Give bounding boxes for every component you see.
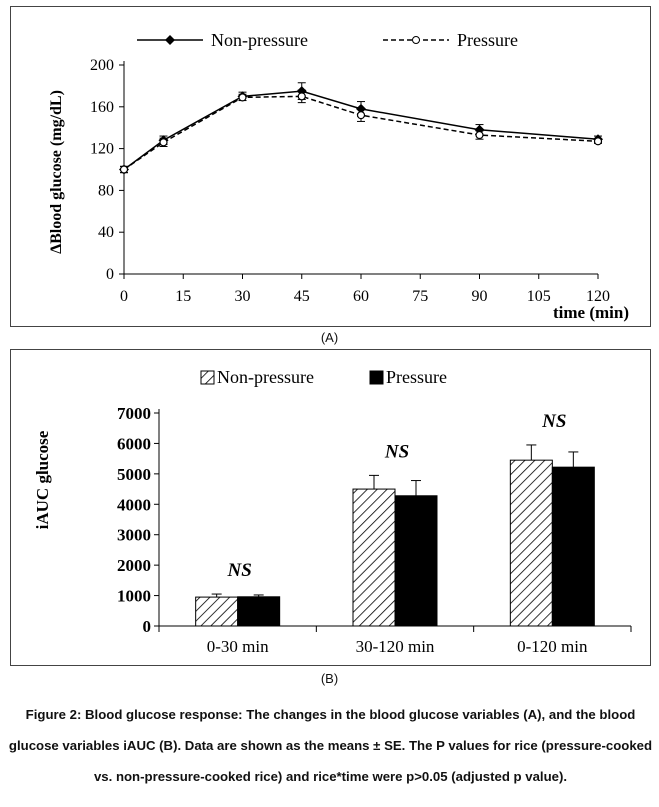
x-tick-label: 30 <box>235 288 251 305</box>
ns-annotation: NS <box>227 560 252 581</box>
y-tick-label: 0 <box>143 617 152 636</box>
legend-label: Pressure <box>386 367 447 387</box>
x-tick-label: 30-120 min <box>356 637 435 656</box>
y-axis-label: iAUC glucose <box>33 430 52 529</box>
y-tick-label: 6000 <box>117 434 151 453</box>
data-point-pressure <box>119 165 129 174</box>
data-point-nonpressure <box>474 124 485 135</box>
y-tick-label: 1000 <box>117 587 151 606</box>
y-axis-label: ΔBlood glucose (mg/dL) <box>48 90 65 254</box>
bar-pressure <box>394 495 438 627</box>
y-tick-label: 160 <box>90 99 114 116</box>
y-tick-label: 40 <box>98 224 114 241</box>
ns-annotation: NS <box>384 441 409 462</box>
bar-non-pressure <box>509 459 553 627</box>
legend-marker <box>165 35 175 45</box>
data-point-pressure <box>297 92 306 101</box>
panel-label-b: (B) <box>320 671 339 686</box>
bar-pressure <box>237 596 281 627</box>
y-tick-label: 7000 <box>117 404 151 423</box>
y-tick-label: 80 <box>98 182 114 199</box>
data-point-pressure <box>475 130 484 140</box>
line-chart-panel: 0 40 80 120 160 200 0 15 30 45 60 75 90 105 120 time (m… <box>10 6 651 327</box>
bar-chart-panel: 0 1000 2000 3000 4000 5000 6000 7000 0-30 min NS 3… <box>10 349 651 666</box>
x-tick-label: 15 <box>175 288 191 305</box>
y-tick-label: 5000 <box>117 465 151 484</box>
x-tick-label: 75 <box>412 288 428 305</box>
y-tick-label: 200 <box>90 57 114 74</box>
ns-annotation: NS <box>541 411 566 432</box>
x-tick-label: 90 <box>472 288 488 305</box>
y-tick-label: 2000 <box>117 556 151 575</box>
legend-label: Non-pressure <box>217 367 314 387</box>
figure-caption: Figure 2: Blood glucose response: The ch… <box>8 707 653 784</box>
x-tick-label: 60 <box>353 288 369 305</box>
data-point-pressure <box>159 138 168 147</box>
legend-label: Pressure <box>457 30 518 50</box>
x-tick-label: 105 <box>527 288 551 305</box>
legend-marker <box>412 36 420 44</box>
x-tick-label: 0 <box>120 288 128 305</box>
x-tick-label: 45 <box>294 288 310 305</box>
y-tick-label: 4000 <box>117 495 151 514</box>
bar-non-pressure <box>352 488 396 627</box>
legend-label: Non-pressure <box>211 30 308 50</box>
bar-chart: 0 1000 2000 3000 4000 5000 6000 7000 0-30 min NS 3… <box>33 367 632 656</box>
data-point-pressure <box>356 111 366 120</box>
bar-non-pressure <box>195 596 239 627</box>
x-tick-label: 120 <box>586 288 610 305</box>
panel-label-a: (A) <box>320 330 339 345</box>
legend-swatch <box>200 370 215 385</box>
y-tick-label: 3000 <box>117 526 151 545</box>
x-tick-label: 0-30 min <box>207 637 269 656</box>
data-point-pressure <box>238 93 247 102</box>
y-tick-label: 120 <box>90 141 114 158</box>
x-tick-label: 0-120 min <box>517 637 588 656</box>
legend-swatch <box>369 370 384 385</box>
y-tick-label: 0 <box>106 266 114 283</box>
x-axis-label: time (min) <box>553 303 629 322</box>
data-point-pressure <box>593 137 603 146</box>
bar-pressure <box>551 466 595 627</box>
